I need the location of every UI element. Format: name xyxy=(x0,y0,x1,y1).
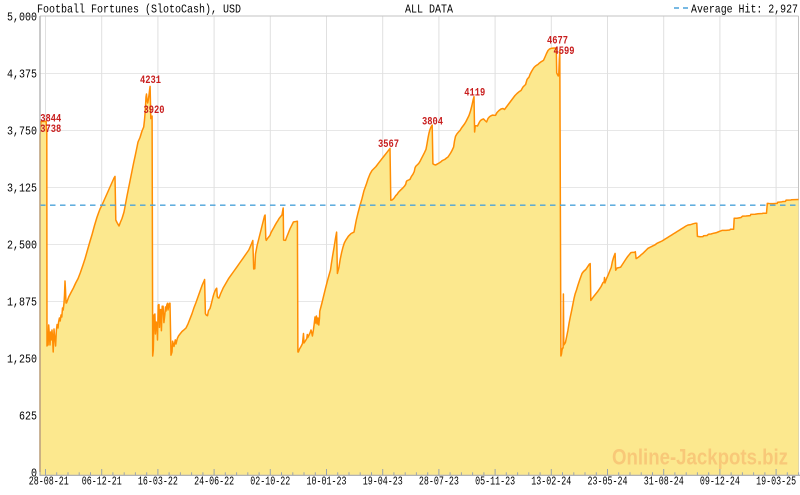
svg-text:3920: 3920 xyxy=(144,105,165,117)
svg-text:3,750: 3,750 xyxy=(7,125,37,139)
svg-text:Online-Jackpots.biz: Online-Jackpots.biz xyxy=(612,445,788,470)
svg-text:3738: 3738 xyxy=(40,124,61,136)
svg-text:23-05-24: 23-05-24 xyxy=(588,475,628,489)
svg-text:28-08-21: 28-08-21 xyxy=(29,475,69,489)
svg-text:19-03-25: 19-03-25 xyxy=(756,475,796,489)
svg-text:09-12-24: 09-12-24 xyxy=(700,475,740,489)
svg-text:10-01-23: 10-01-23 xyxy=(307,475,347,489)
svg-text:0: 0 xyxy=(31,467,37,481)
svg-text:3844: 3844 xyxy=(40,113,61,125)
svg-text:5,000: 5,000 xyxy=(7,11,37,25)
svg-text:13-02-24: 13-02-24 xyxy=(531,475,571,489)
svg-text:4599: 4599 xyxy=(554,46,575,58)
svg-text:ALL DATA: ALL DATA xyxy=(405,3,454,17)
svg-text:4119: 4119 xyxy=(464,87,485,99)
svg-text:24-06-22: 24-06-22 xyxy=(194,475,234,489)
svg-text:4231: 4231 xyxy=(140,75,161,87)
svg-text:16-03-22: 16-03-22 xyxy=(138,475,178,489)
svg-text:Football Fortunes (SlotoCash),: Football Fortunes (SlotoCash), USD xyxy=(37,3,241,17)
svg-text:Average Hit: 2,927: Average Hit: 2,927 xyxy=(691,3,798,17)
svg-text:06-12-21: 06-12-21 xyxy=(82,475,122,489)
svg-text:1,875: 1,875 xyxy=(7,296,37,310)
svg-text:31-08-24: 31-08-24 xyxy=(644,475,684,489)
svg-text:28-07-23: 28-07-23 xyxy=(419,475,459,489)
svg-text:19-04-23: 19-04-23 xyxy=(363,475,403,489)
svg-text:3,125: 3,125 xyxy=(7,182,37,196)
svg-text:4677: 4677 xyxy=(547,36,568,48)
svg-text:1,250: 1,250 xyxy=(7,353,37,367)
svg-text:625: 625 xyxy=(19,410,37,424)
svg-text:02-10-22: 02-10-22 xyxy=(250,475,290,489)
svg-text:2,500: 2,500 xyxy=(7,239,37,253)
svg-text:05-11-23: 05-11-23 xyxy=(475,475,515,489)
svg-text:3567: 3567 xyxy=(378,139,399,151)
svg-text:4,375: 4,375 xyxy=(7,68,37,82)
svg-text:3804: 3804 xyxy=(422,116,443,128)
